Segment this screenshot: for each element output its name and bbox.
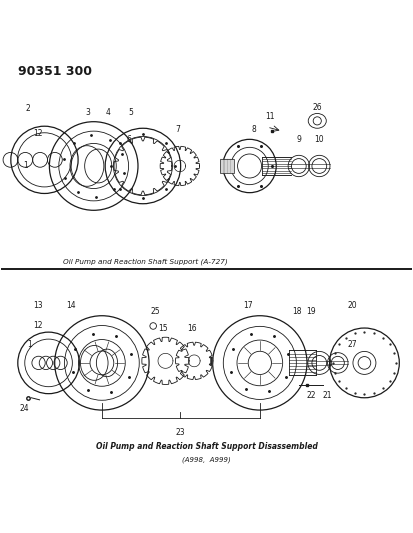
Text: 1: 1 bbox=[27, 340, 32, 349]
Text: 6: 6 bbox=[126, 135, 131, 144]
Text: Oil Pump and Reaction Shaft Support Disassembled: Oil Pump and Reaction Shaft Support Disa… bbox=[95, 442, 318, 451]
Text: 12: 12 bbox=[33, 321, 43, 330]
Text: 15: 15 bbox=[159, 324, 168, 333]
Text: 11: 11 bbox=[265, 112, 275, 122]
Text: 7: 7 bbox=[176, 125, 180, 134]
Text: 9: 9 bbox=[297, 135, 301, 144]
Text: 20: 20 bbox=[347, 301, 357, 310]
Text: 4: 4 bbox=[106, 108, 111, 117]
Text: 16: 16 bbox=[188, 324, 197, 333]
Bar bbox=[220, 159, 234, 173]
Text: 18: 18 bbox=[292, 307, 301, 316]
Text: 19: 19 bbox=[306, 307, 316, 316]
Ellipse shape bbox=[308, 114, 326, 128]
Text: 3: 3 bbox=[85, 108, 90, 117]
Text: 17: 17 bbox=[243, 301, 252, 310]
Bar bbox=[211, 357, 212, 365]
Text: 2: 2 bbox=[26, 104, 31, 113]
Text: 13: 13 bbox=[33, 301, 43, 310]
Text: 27: 27 bbox=[347, 340, 357, 349]
Text: 21: 21 bbox=[323, 391, 332, 400]
Text: 23: 23 bbox=[175, 428, 185, 437]
Text: 12: 12 bbox=[33, 128, 43, 138]
Text: 22: 22 bbox=[306, 391, 316, 400]
Text: 24: 24 bbox=[19, 403, 29, 413]
Text: 26: 26 bbox=[313, 103, 322, 112]
Text: 8: 8 bbox=[251, 125, 256, 134]
Text: 10: 10 bbox=[314, 135, 324, 144]
Text: 90351 300: 90351 300 bbox=[18, 66, 92, 78]
Text: 25: 25 bbox=[150, 307, 160, 316]
Text: Oil Pump and Reaction Shaft Support (A-727): Oil Pump and Reaction Shaft Support (A-7… bbox=[63, 259, 227, 265]
Text: (A998,  A999): (A998, A999) bbox=[182, 456, 231, 463]
Text: 1: 1 bbox=[24, 161, 28, 171]
Text: 14: 14 bbox=[66, 301, 76, 310]
Text: 5: 5 bbox=[128, 108, 133, 117]
